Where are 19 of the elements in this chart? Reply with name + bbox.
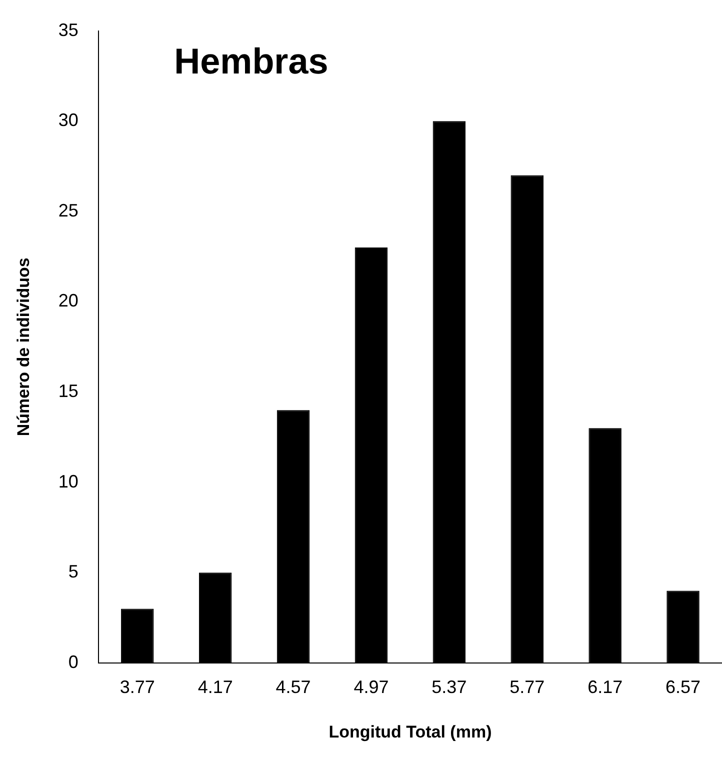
y-tick-label: 35 — [58, 20, 78, 40]
x-tick-label: 3.77 — [120, 676, 155, 697]
x-tick-label: 6.57 — [666, 676, 701, 697]
x-tick-label: 6.17 — [588, 676, 623, 697]
y-tick-label: 20 — [58, 290, 78, 311]
y-tick-label: 25 — [58, 200, 78, 220]
y-tick-label: 15 — [58, 381, 78, 402]
x-axis-title: Longitud Total (mm) — [328, 722, 492, 742]
x-tick-label: 4.57 — [276, 676, 311, 697]
y-tick-label: 10 — [58, 471, 78, 492]
chart-title: Hembras — [174, 40, 328, 82]
x-tick-label: 5.37 — [432, 676, 467, 697]
x-tick-label: 5.77 — [510, 676, 545, 697]
y-axis-title: Número de individuos — [14, 258, 33, 436]
y-tick-label: 5 — [68, 562, 78, 582]
y-tick-label: 30 — [58, 110, 78, 130]
x-tick-label: 4.17 — [198, 676, 233, 697]
y-tick-label: 0 — [68, 652, 78, 672]
x-tick-label: 4.97 — [354, 676, 389, 697]
